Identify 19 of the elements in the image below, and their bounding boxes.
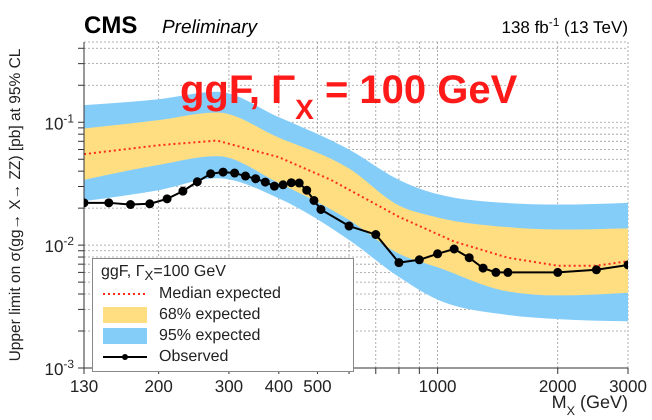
- y-tick-label: 10$^{-2}$: [44, 234, 74, 256]
- x-tick-label: 400: [264, 377, 293, 396]
- y-tick-label: 10$^{-1}$: [44, 111, 74, 134]
- legend-title: ggF, Γ$_{X}$=100 GeV: [101, 263, 227, 284]
- y-tick-label: 10$^{-3}$: [44, 357, 74, 379]
- y-axis-title: Upper limit on σ(gg→ X→ ZZ) [pb] at 95% CL: [7, 48, 24, 362]
- text: 138 fb$^{-1}$ (13 TeV): [501, 15, 628, 37]
- x-tick-label: 130: [70, 377, 98, 396]
- chart-title: CMS: [84, 12, 138, 39]
- x-tick-label: 500: [303, 377, 332, 396]
- chart-subtitle: Preliminary: [162, 17, 259, 38]
- x-tick-label: 300: [214, 377, 244, 396]
- x-tick-label: 1000: [418, 377, 457, 396]
- legend-label: Observed: [159, 348, 228, 366]
- legend-label: 68% expected: [159, 306, 260, 324]
- legend-label: 95% expected: [159, 326, 260, 345]
- annotation: ggF, Γ$_{X}$ = 100 GeV: [180, 68, 518, 124]
- x-tick-label: 200: [144, 377, 173, 396]
- legend-label: Median expected: [159, 284, 281, 303]
